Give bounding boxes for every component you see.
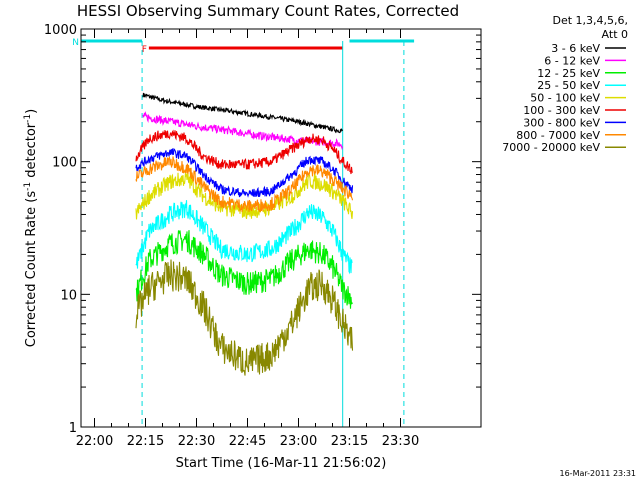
series-line-7 xyxy=(135,147,354,198)
y-tick-label: 10 xyxy=(60,288,77,303)
flag-label: F xyxy=(142,45,147,55)
y-tick-label: 1 xyxy=(69,421,77,436)
y-axis-label: Corrected Count Rate (s-1 detector-1) xyxy=(23,109,39,347)
footer-timestamp: 16-Mar-2011 23:31 xyxy=(560,469,637,478)
x-tick-label: 22:00 xyxy=(76,434,113,449)
series-line-8 xyxy=(135,156,354,213)
x-tick-label: 22:30 xyxy=(178,434,215,449)
legend-label: 6 - 12 keV xyxy=(544,54,600,67)
legend-label: 800 - 7000 keV xyxy=(516,129,600,142)
chart-title: HESSI Observing Summary Count Rates, Cor… xyxy=(77,2,459,20)
x-tick-label: 23:00 xyxy=(280,434,317,449)
legend-header-line-2: Att 0 xyxy=(602,28,628,41)
series-line-3 xyxy=(135,230,353,309)
flag-label: N xyxy=(72,38,79,48)
plot-frame xyxy=(80,28,482,428)
legend-label: 3 - 6 keV xyxy=(551,42,600,55)
y-tick-label: 1000 xyxy=(44,23,77,38)
x-tick-label: 22:15 xyxy=(127,434,164,449)
night-boundary-lines xyxy=(141,41,405,427)
series-line-6 xyxy=(135,129,354,175)
y-tick-label: 100 xyxy=(52,156,77,171)
series-line-1 xyxy=(142,92,343,134)
x-tick-label: 23:15 xyxy=(331,434,368,449)
series-line-5 xyxy=(135,172,354,220)
flag-bars: FN xyxy=(72,38,415,55)
series-line-9 xyxy=(135,259,354,376)
legend-label: 12 - 25 keV xyxy=(537,67,600,80)
legend-header-line-1: Det 1,3,4,5,6, xyxy=(552,14,628,27)
series-group xyxy=(135,92,354,376)
series-line-4 xyxy=(135,200,353,275)
legend-label: 25 - 50 keV xyxy=(537,79,600,92)
x-tick-label: 23:30 xyxy=(382,434,419,449)
legend-label: 100 - 300 keV xyxy=(523,104,600,117)
legend-label: 7000 - 20000 keV xyxy=(502,141,600,154)
legend-label: 50 - 100 keV xyxy=(530,92,600,105)
axes: 22:00 22:15 22:30 22:45 23:00 23:15 23:30 1 10 10… xyxy=(44,23,481,449)
legend-label: 300 - 800 keV xyxy=(523,116,600,129)
x-tick-label: 22:45 xyxy=(229,434,266,449)
x-axis-label: Start Time (16-Mar-11 21:56:02) xyxy=(176,456,387,471)
